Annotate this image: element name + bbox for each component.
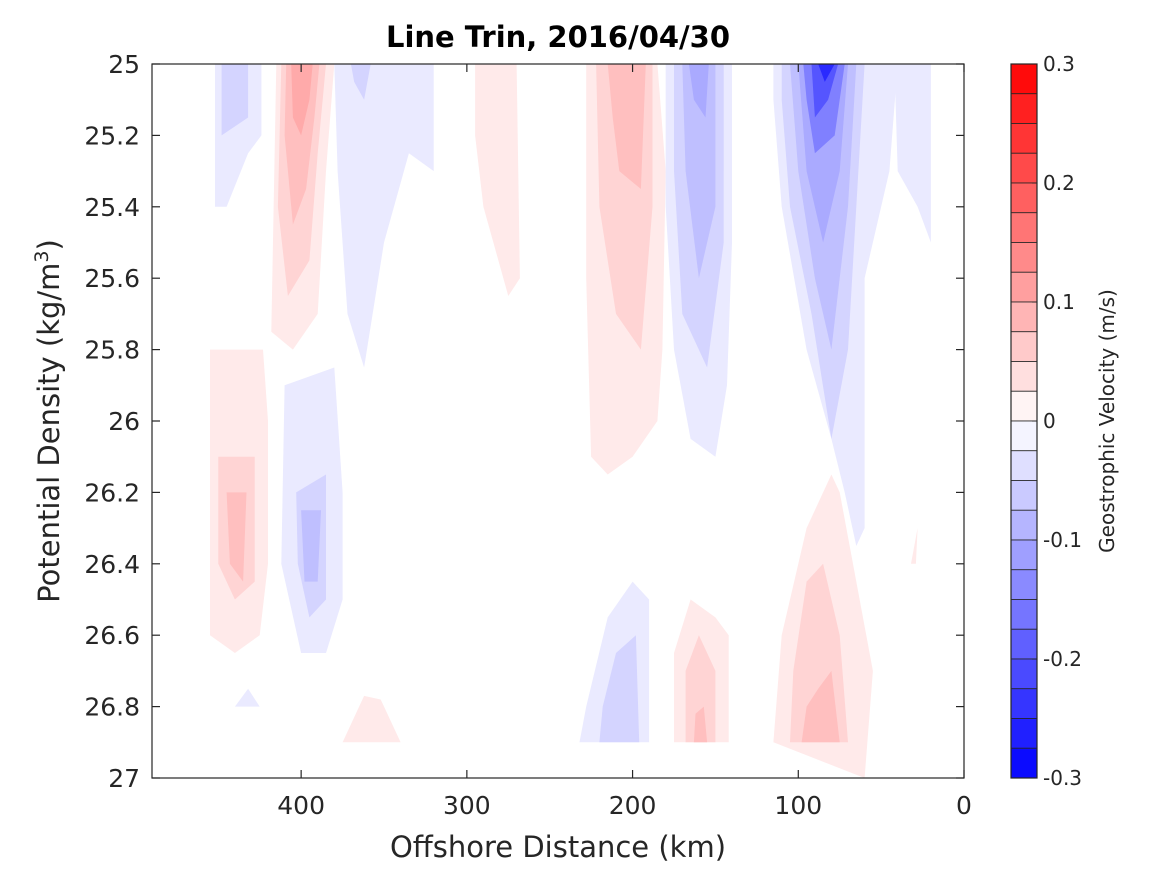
colorbar-tick-label: -0.3: [1043, 766, 1082, 790]
x-tick-label: 400: [277, 791, 325, 820]
y-tick-label: 25.2: [84, 121, 140, 150]
colorbar-bin: [1010, 599, 1038, 630]
contour-region-29: [301, 510, 321, 582]
colorbar: 0.3 0.2 0.1 0 -0.1 -0.2 -0.3: [1010, 52, 1082, 790]
colorbar-bin: [1010, 212, 1038, 243]
contour-region-33: [599, 635, 640, 743]
colorbar-bin: [1010, 569, 1038, 600]
colorbar-bin: [1010, 331, 1038, 362]
colorbar-bin: [1010, 747, 1038, 779]
colorbar-bin: [1010, 509, 1038, 541]
colorbar-bin: [1010, 271, 1038, 303]
x-axis-label: Offshore Distance (km): [390, 830, 726, 864]
x-tick-label: 100: [774, 791, 822, 820]
colorbar-label: Geostrophic Velocity (m/s): [1095, 289, 1119, 553]
contour-region-11: [607, 64, 646, 189]
x-tick-label: 0: [956, 791, 972, 820]
colorbar-bin: [1010, 390, 1038, 422]
y-tick-label: 25.6: [84, 264, 140, 293]
y-tick-label: 27: [108, 764, 140, 793]
contour-region-31: [342, 695, 401, 743]
colorbar-bin: [1010, 718, 1038, 749]
colorbar-bin: [1010, 420, 1038, 452]
colorbar-tick-label: 0.3: [1043, 52, 1075, 76]
contour-region-30: [234, 688, 260, 707]
colorbar-tick-label: 0.1: [1043, 290, 1075, 314]
contour-region-36: [693, 706, 708, 743]
contour-region-1: [221, 64, 249, 136]
contour-region-39: [801, 670, 840, 743]
contour-region-6: [334, 64, 434, 368]
contour-region-8: [475, 64, 520, 296]
colorbar-bin: [1010, 301, 1038, 333]
contour-layer: [210, 64, 931, 778]
y-tick-label: 25.8: [84, 336, 140, 365]
colorbar-bin: [1010, 152, 1038, 184]
contour-region-21: [811, 64, 839, 118]
x-axis-ticks: 400 300 200 100 0: [277, 64, 972, 820]
y-axis-label-superscript: 3: [31, 250, 53, 262]
colorbar-bin: [1010, 539, 1038, 571]
contour-region-14: [682, 64, 716, 279]
contour-region-7: [350, 64, 371, 100]
y-axis-label: Potential Density (kg/m3): [31, 239, 66, 603]
colorbar-bin: [1010, 63, 1038, 95]
colorbar-bin: [1010, 628, 1038, 660]
colorbar-bin: [1010, 688, 1038, 719]
y-tick-label: 26.2: [84, 478, 140, 507]
contour-region-5: [291, 64, 313, 136]
y-tick-label: 25.4: [84, 193, 140, 222]
colorbar-tick-label: -0.1: [1043, 528, 1082, 552]
contour-region-15: [688, 64, 709, 118]
colorbar-tick-label: 0.2: [1043, 171, 1075, 195]
y-tick-label: 26.6: [84, 621, 140, 650]
colorbar-bin: [1010, 361, 1038, 392]
y-tick-label: 25: [108, 50, 140, 79]
contour-region-22: [818, 64, 835, 82]
y-tick-label: 26.4: [84, 550, 140, 579]
x-tick-label: 200: [609, 791, 657, 820]
contour-region-35: [685, 635, 716, 743]
y-tick-label: 26.8: [84, 693, 140, 722]
contour-region-23: [894, 64, 931, 243]
contour-region-40: [911, 528, 918, 564]
colorbar-tick-label: 0: [1043, 409, 1056, 433]
x-tick-label: 300: [443, 791, 491, 820]
colorbar-bin: [1010, 242, 1038, 273]
y-axis-label-text: Potential Density (kg/m: [32, 263, 66, 603]
y-tick-label: 26: [108, 407, 140, 436]
colorbar-bin: [1010, 450, 1038, 481]
colorbar-bin: [1010, 123, 1038, 154]
colorbar-bin: [1010, 480, 1038, 511]
colorbar-bin: [1010, 658, 1038, 690]
colorbar-bin: [1010, 182, 1038, 214]
contour-region-26: [226, 492, 247, 582]
chart-title: Line Trin, 2016/04/30: [386, 20, 730, 54]
colorbar-bin: [1010, 93, 1038, 124]
y-axis-label-close: ): [32, 239, 66, 250]
colorbar-tick-label: -0.2: [1043, 647, 1082, 671]
y-axis-ticks: 25 25.2 25.4 25.6 25.8 26 26.2 26.4 26.6 26.8 27: [84, 50, 964, 793]
